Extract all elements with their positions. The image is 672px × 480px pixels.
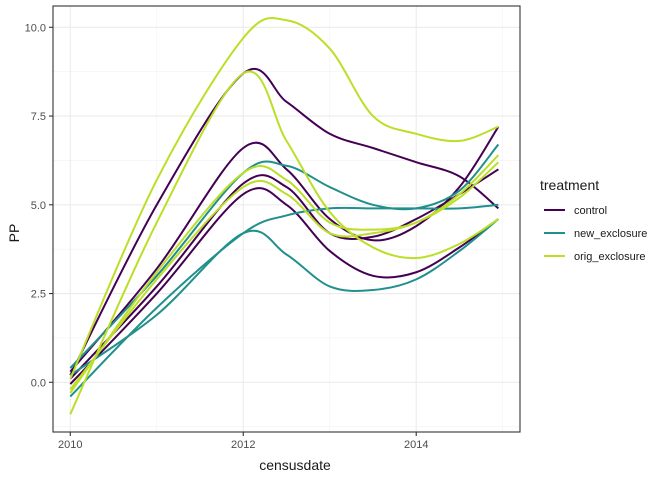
legend-label-new_exclosure: new_exclosure [574,228,647,240]
x-tick-label: 2012 [231,439,255,451]
panel-background [53,6,520,432]
legend: treatment control new_exclosure orig_exclo… [540,177,647,263]
x-tick-label: 2014 [404,439,428,451]
series-line-orig_exclosure-7 [69,17,499,380]
y-tick-label: 7.5 [31,111,46,123]
legend-label-control: control [574,205,607,217]
series-line-orig_exclosure-10 [69,161,500,391]
series-line-orig_exclosure-9 [69,154,500,394]
x-axis-title: censusdate [259,457,331,473]
x-tick-label: 2010 [58,439,82,451]
series-line-control-3 [69,187,499,385]
y-tick-label: 2.5 [31,289,46,301]
legend-title: treatment [540,177,599,193]
y-tick-label: 0.0 [31,377,46,389]
series-line-new_exclosure-4 [69,143,500,369]
series-line-orig_exclosure-8 [69,70,499,415]
series-lines [69,17,500,415]
x-axis: 2010 2012 2014 [58,432,428,451]
panel-border [52,5,521,433]
plot-panel [53,6,520,432]
series-line-control-2 [69,168,499,380]
series-line-control-0 [69,67,500,376]
legend-label-orig_exclosure: orig_exclosure [574,251,646,263]
series-line-control-1 [69,126,500,373]
series-line-new_exclosure-6 [69,218,500,377]
y-tick-label: 5.0 [31,200,46,212]
y-axis-title: PP [6,224,22,243]
y-axis: 0.0 2.5 5.0 7.5 10.0 [25,22,53,389]
y-tick-label: 10.0 [25,22,46,34]
